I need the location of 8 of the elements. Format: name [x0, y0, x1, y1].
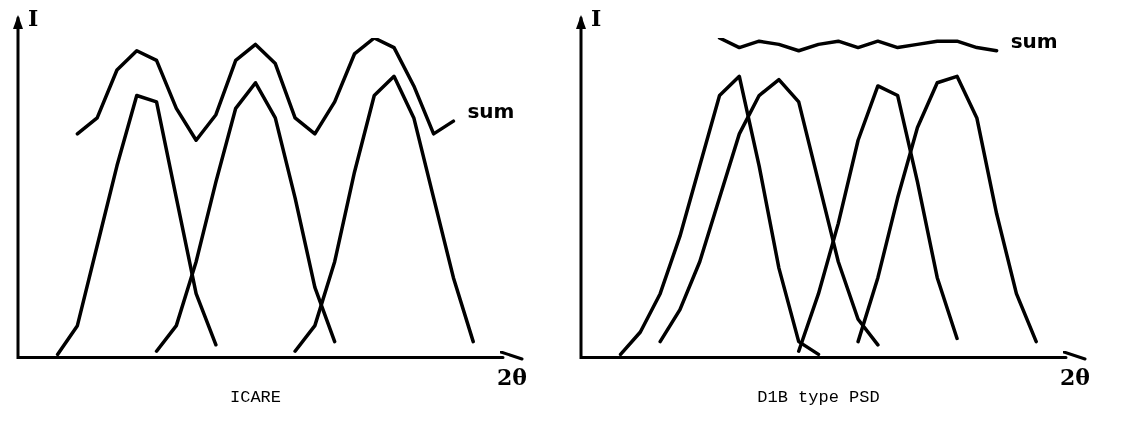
- y-axis-title: I: [591, 4, 602, 31]
- text: D1B type PSD: [757, 388, 880, 408]
- text: ICARE: [229, 388, 282, 408]
- x-axis-title: 2θ: [497, 364, 527, 391]
- x-axis-title: 2θ: [1060, 364, 1090, 391]
- series-label: sum: [1010, 28, 1058, 53]
- series-label: sum: [467, 99, 515, 124]
- y-axis-title: I: [28, 4, 39, 31]
